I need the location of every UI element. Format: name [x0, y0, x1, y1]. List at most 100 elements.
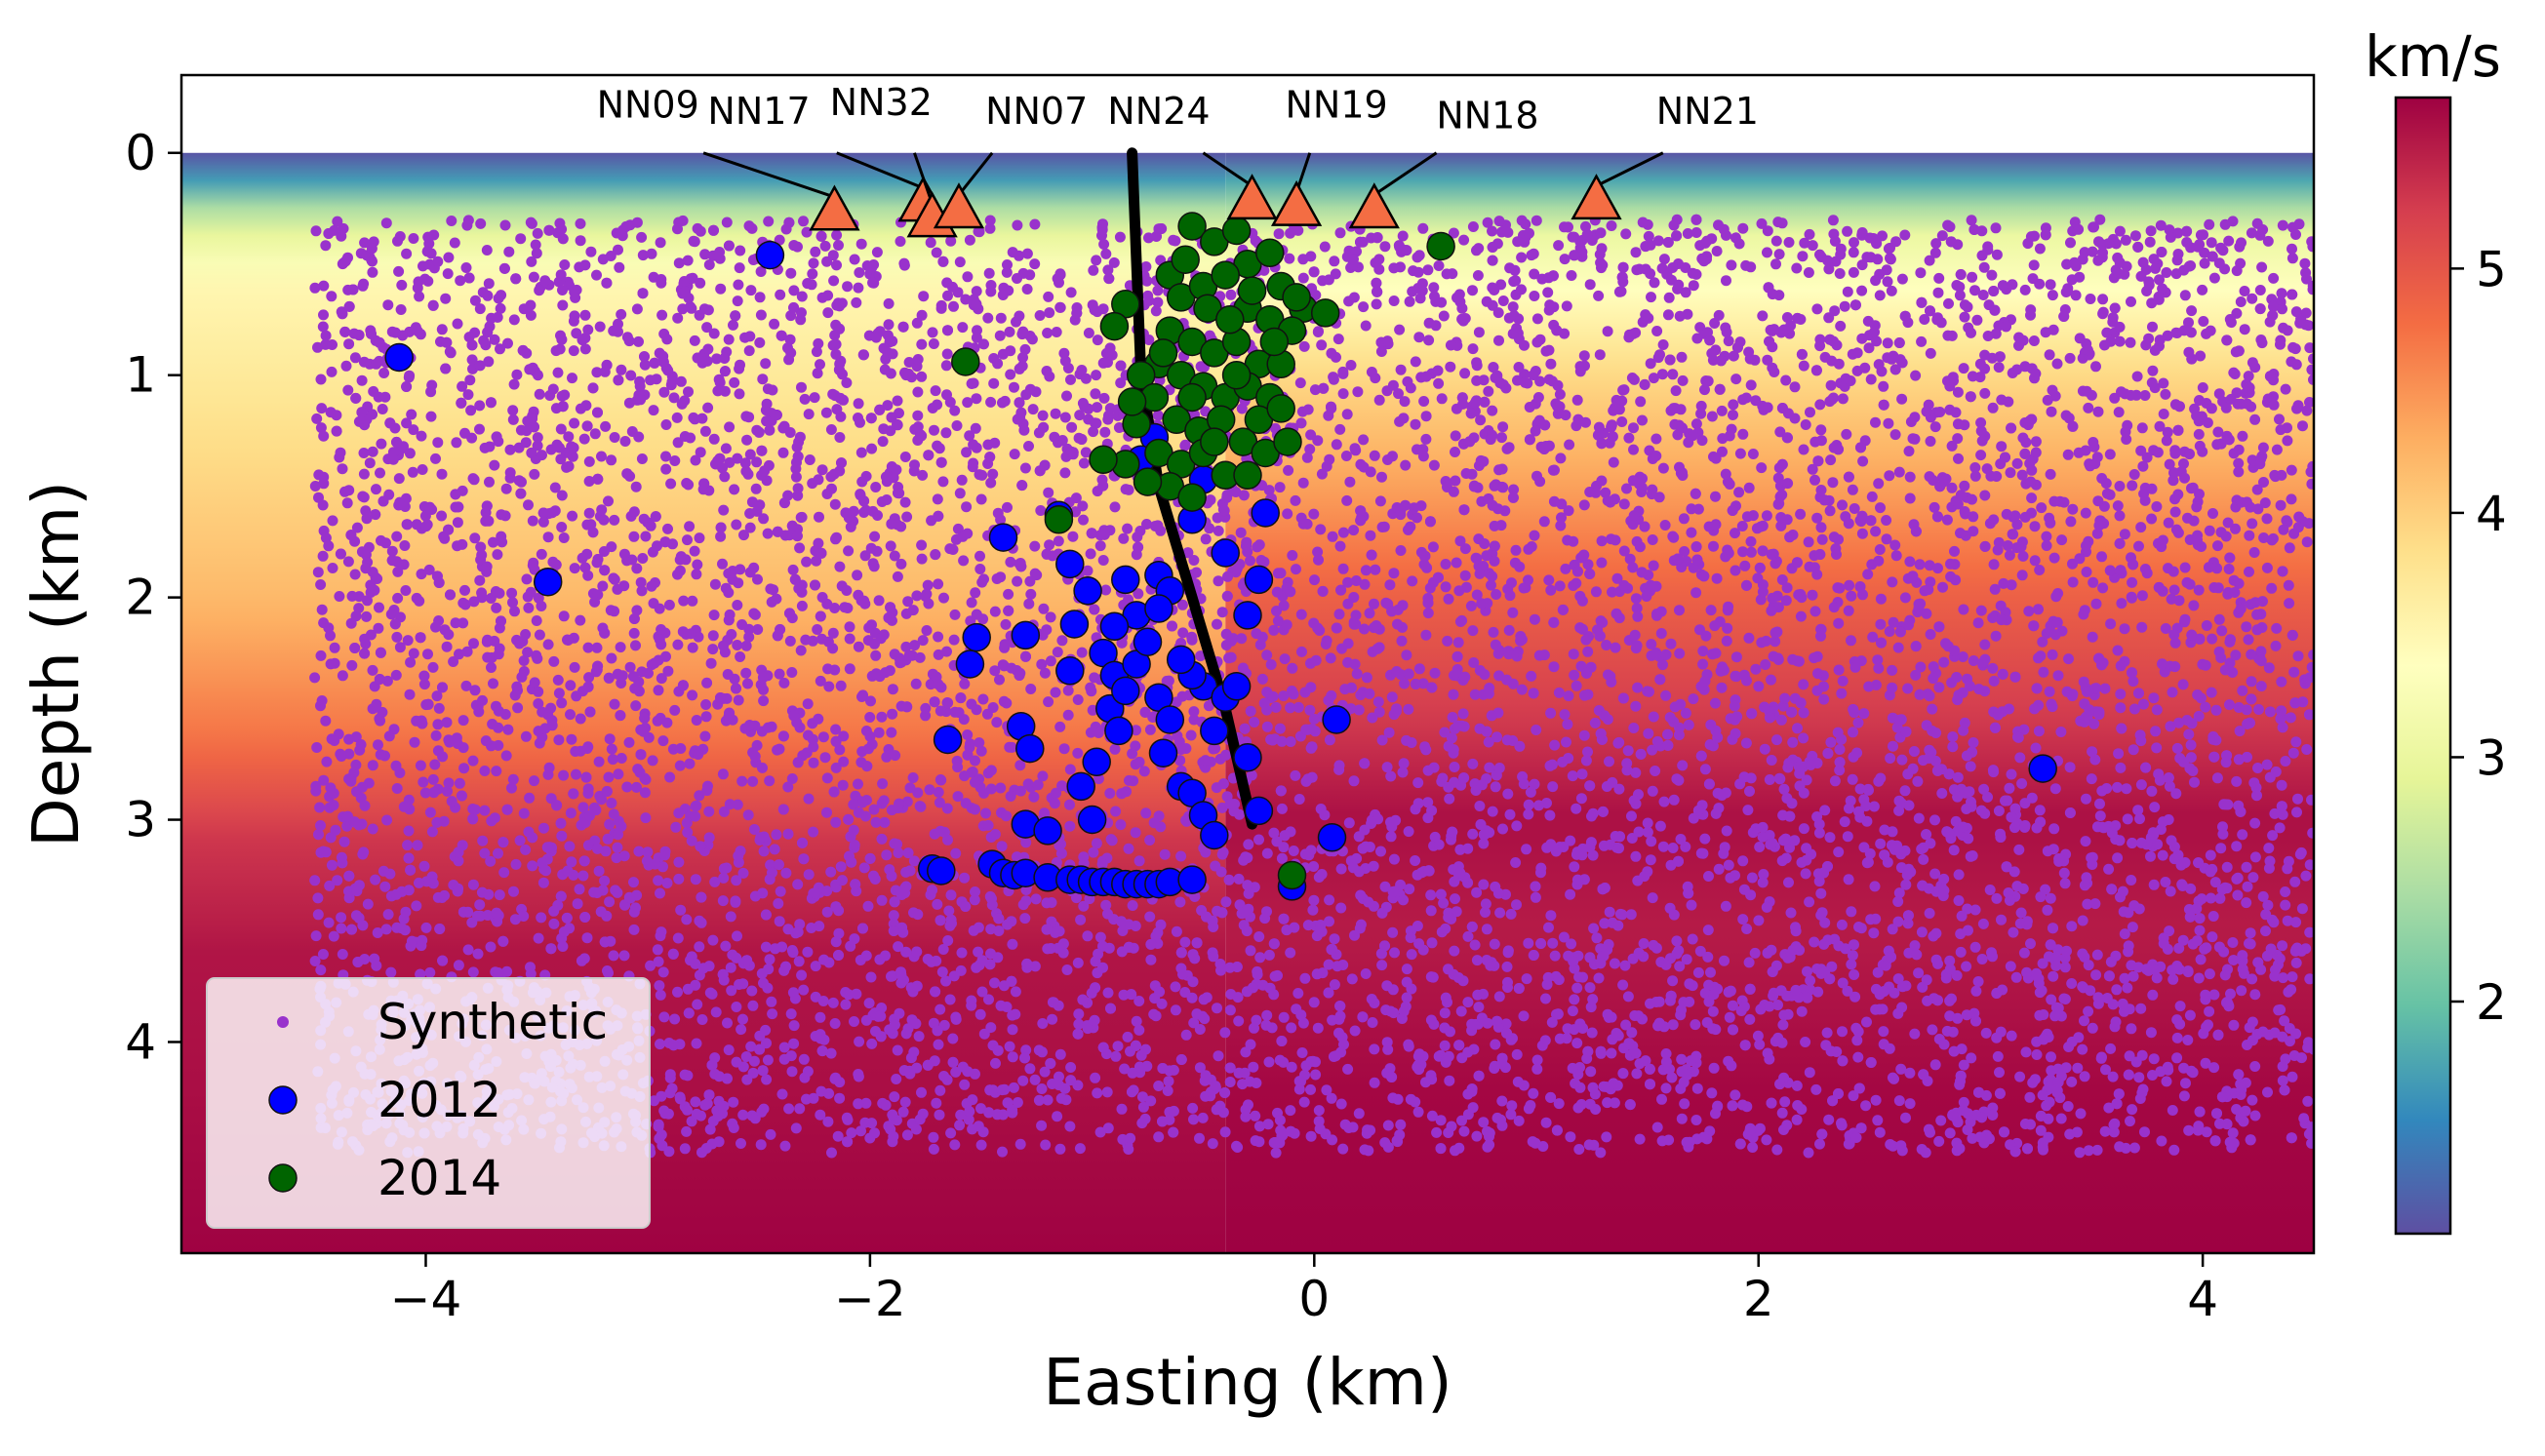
- synthetic-point: [1766, 755, 1777, 766]
- synthetic-point: [1471, 374, 1483, 386]
- synthetic-point: [1050, 408, 1061, 419]
- synthetic-point: [400, 585, 412, 596]
- synthetic-point: [1023, 598, 1035, 610]
- synthetic-point: [1395, 1119, 1407, 1130]
- synthetic-point: [1007, 247, 1018, 258]
- synthetic-point: [690, 1096, 701, 1108]
- synthetic-point: [1856, 528, 1868, 539]
- synthetic-point: [1737, 222, 1749, 234]
- synthetic-point: [614, 261, 625, 273]
- synthetic-point: [1568, 649, 1579, 660]
- synthetic-point: [978, 787, 990, 799]
- synthetic-point: [830, 762, 842, 773]
- synthetic-point: [838, 730, 850, 742]
- synthetic-point: [1776, 1107, 1788, 1119]
- synthetic-point: [1893, 466, 1905, 478]
- synthetic-point: [1020, 1044, 1032, 1056]
- synthetic-point: [1846, 635, 1856, 647]
- synthetic-point: [2301, 536, 2313, 548]
- synthetic-point: [325, 658, 337, 670]
- synthetic-point: [2154, 774, 2166, 786]
- synthetic-point: [599, 875, 611, 886]
- synthetic-point: [823, 681, 835, 692]
- synthetic-point: [2186, 305, 2198, 317]
- synthetic-point: [758, 684, 769, 695]
- synthetic-point: [558, 610, 570, 622]
- synthetic-point: [813, 337, 824, 349]
- synthetic-point: [975, 1103, 986, 1115]
- synthetic-point: [1601, 640, 1612, 650]
- synthetic-point: [767, 384, 778, 396]
- synthetic-point: [786, 667, 798, 678]
- synthetic-point: [1385, 831, 1397, 843]
- synthetic-point: [1102, 987, 1114, 999]
- synthetic-point: [1513, 1115, 1525, 1126]
- synthetic-point: [2208, 1062, 2220, 1074]
- synthetic-point: [821, 906, 833, 918]
- synthetic-point: [1611, 572, 1623, 584]
- synthetic-point: [2060, 1062, 2072, 1074]
- synthetic-point: [1054, 1071, 1064, 1082]
- synthetic-point: [1628, 444, 1639, 455]
- synthetic-point: [1369, 1077, 1380, 1088]
- synthetic-point: [1823, 263, 1835, 275]
- synthetic-point: [722, 669, 734, 680]
- synthetic-point: [970, 755, 980, 767]
- synthetic-point: [335, 748, 346, 760]
- synthetic-point: [1458, 234, 1470, 246]
- synthetic-point: [392, 592, 404, 604]
- synthetic-point: [1617, 979, 1629, 991]
- synthetic-point: [2204, 1005, 2215, 1017]
- synthetic-point: [1379, 881, 1391, 892]
- synthetic-point: [801, 1093, 812, 1105]
- synthetic-point: [1238, 854, 1250, 866]
- synthetic-point: [1359, 824, 1371, 836]
- synthetic-point: [801, 556, 813, 568]
- synthetic-point: [523, 602, 535, 613]
- synthetic-point: [1655, 606, 1667, 617]
- synthetic-point: [989, 829, 1001, 840]
- synthetic-point: [1981, 463, 1993, 475]
- synthetic-point: [1995, 1026, 2007, 1038]
- synthetic-point: [1388, 853, 1400, 865]
- synthetic-point: [531, 615, 542, 626]
- synthetic-point: [1245, 555, 1255, 567]
- synthetic-point: [1535, 862, 1547, 874]
- synthetic-point: [1604, 756, 1614, 767]
- synthetic-point: [761, 1038, 772, 1049]
- synthetic-point: [1686, 527, 1697, 538]
- synthetic-point: [1646, 836, 1657, 847]
- synthetic-point: [1915, 267, 1927, 279]
- synthetic-point: [1342, 1063, 1354, 1075]
- synthetic-point: [1102, 264, 1114, 276]
- synthetic-point: [2147, 1070, 2158, 1081]
- synthetic-point: [315, 649, 327, 661]
- synthetic-point: [796, 307, 807, 319]
- synthetic-point: [1889, 987, 1900, 999]
- synthetic-point: [1308, 894, 1320, 906]
- synthetic-point: [1543, 574, 1555, 586]
- synthetic-point: [1690, 1019, 1701, 1031]
- synthetic-point: [750, 483, 762, 494]
- synthetic-point: [371, 698, 382, 710]
- synthetic-point: [575, 614, 586, 626]
- synthetic-point: [1397, 230, 1409, 242]
- synthetic-point: [574, 884, 585, 895]
- synthetic-point: [1271, 586, 1283, 598]
- synthetic-point: [1962, 673, 1973, 685]
- synthetic-point: [2219, 218, 2231, 230]
- synthetic-point: [585, 246, 597, 257]
- synthetic-point: [367, 823, 378, 835]
- synthetic-point: [321, 756, 333, 767]
- synthetic-point: [1871, 335, 1883, 347]
- synthetic-point: [1987, 765, 1999, 776]
- synthetic-point: [1810, 1083, 1822, 1095]
- synthetic-point: [2037, 1141, 2048, 1153]
- synthetic-point: [1674, 961, 1686, 972]
- synthetic-point: [1720, 322, 1731, 334]
- synthetic-point: [1263, 949, 1275, 961]
- synthetic-point: [752, 573, 763, 585]
- synthetic-point: [1272, 615, 1284, 627]
- synthetic-point: [1910, 669, 1922, 681]
- synthetic-point: [1021, 284, 1033, 295]
